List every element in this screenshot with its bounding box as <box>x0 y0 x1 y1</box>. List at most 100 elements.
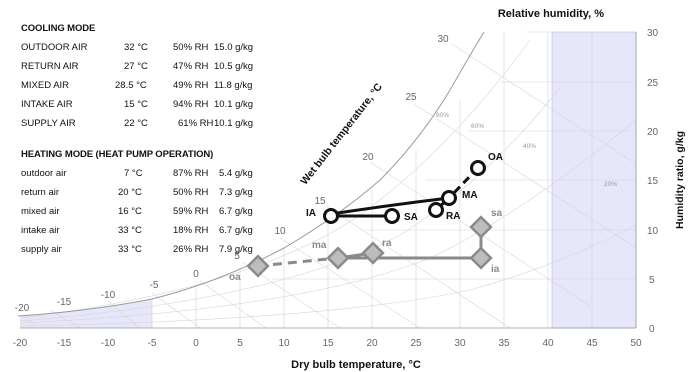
wb-tick: -5 <box>150 280 159 291</box>
rh-tick: 80% <box>436 112 449 119</box>
x-tick: 10 <box>278 338 290 349</box>
x-tick: 20 <box>366 338 378 349</box>
x-tick: -20 <box>13 338 28 349</box>
row-humidity: 11.8 g/kg <box>214 80 253 91</box>
row-temp: 33 °C <box>118 225 142 236</box>
rh-tick: 20% <box>604 181 617 188</box>
cooling-point-ra[interactable] <box>428 202 444 218</box>
rh-curve-labels: 80% 60% 40% 20% <box>436 112 617 188</box>
y-tick: 15 <box>647 176 659 187</box>
row-humidity: 7.3 g/kg <box>219 187 253 198</box>
x-axis-title: Dry bulb temperature, °C <box>291 359 421 371</box>
row-label: intake air <box>21 225 60 236</box>
row-temp: 32 °C <box>124 42 148 53</box>
row-humidity: 10.5 g/kg <box>214 61 254 72</box>
row-humidity: 10.1 g/kg <box>214 99 254 110</box>
label-sa-heating: sa <box>491 208 503 219</box>
row-humidity: 6.7 g/kg <box>219 225 253 236</box>
row-label: SUPPLY AIR <box>21 118 76 129</box>
rh-curves <box>19 39 637 327</box>
x-tick: 30 <box>454 338 466 349</box>
y-tick: 30 <box>647 28 659 39</box>
wb-tick: -10 <box>101 290 116 301</box>
row-rh: 87% RH <box>173 168 209 179</box>
heating-point-sa[interactable] <box>469 215 493 239</box>
heating-mode-table: HEATING MODE (HEAT PUMP OPERATION) outdo… <box>21 149 291 254</box>
row-humidity: 7.9 g/kg <box>219 244 253 255</box>
cooling-point-sa[interactable] <box>384 208 400 224</box>
row-rh: 61% RH <box>178 118 214 129</box>
label-ma-cooling: MA <box>462 190 478 201</box>
label-ia-cooling: IA <box>306 208 316 219</box>
y-tick: 10 <box>647 226 659 237</box>
wb-tick: -15 <box>57 297 72 308</box>
rh-axis-title: Relative humidity, % <box>498 8 604 20</box>
row-temp: 15 °C <box>124 99 148 110</box>
row-label: INTAKE AIR <box>21 99 73 110</box>
wb-tick: 10 <box>274 226 286 237</box>
heating-point-ma[interactable] <box>326 246 350 270</box>
row-temp: 33 °C <box>118 244 142 255</box>
x-tick: 15 <box>322 338 334 349</box>
x-tick-labels: -20 -15 -10 -5 0 5 10 15 20 25 30 35 40 … <box>13 338 642 349</box>
row-rh: 47% RH <box>173 61 209 72</box>
row-rh: 50% RH <box>173 187 209 198</box>
row-label: supply air <box>21 244 62 255</box>
row-rh: 49% RH <box>173 80 209 91</box>
cooling-point-ma[interactable] <box>441 190 457 206</box>
y-tick: 5 <box>649 275 655 286</box>
row-temp: 7 °C <box>124 168 143 179</box>
y-tick: 25 <box>647 78 659 89</box>
x-tick: 40 <box>542 338 554 349</box>
row-rh: 50% RH <box>173 42 209 53</box>
row-temp: 28.5 °C <box>115 80 147 91</box>
wb-tick: 20 <box>362 152 374 163</box>
x-tick: 45 <box>586 338 598 349</box>
cold-zone-shade <box>20 299 152 328</box>
heating-markers <box>246 215 493 278</box>
row-rh: 94% RH <box>173 99 209 110</box>
row-humidity: 5.4 g/kg <box>219 168 253 179</box>
x-tick: -5 <box>148 338 157 349</box>
wb-tick: -20 <box>15 303 30 314</box>
rh-tick: 60% <box>471 123 484 130</box>
x-tick: -10 <box>101 338 116 349</box>
label-ra-cooling: RA <box>446 211 460 222</box>
heating-point-oa[interactable] <box>246 254 270 278</box>
x-tick: 35 <box>498 338 510 349</box>
row-label: RETURN AIR <box>21 61 79 72</box>
wb-tick: 30 <box>437 34 449 45</box>
row-temp: 27 °C <box>124 61 148 72</box>
row-rh: 26% RH <box>173 244 209 255</box>
x-tick: -15 <box>57 338 72 349</box>
heating-point-ia[interactable] <box>469 246 493 270</box>
x-tick: 50 <box>630 338 642 349</box>
y-axis-title: Humidity ratio, g/kg <box>674 131 686 229</box>
cooling-process-lines <box>330 166 480 218</box>
heating-point-ra[interactable] <box>361 241 385 265</box>
cooling-mode-title: COOLING MODE <box>21 23 96 34</box>
label-ra-heating: ra <box>382 238 392 249</box>
wb-tick: 25 <box>405 92 417 103</box>
wet-bulb-tick-labels: -20 -15 -10 -5 0 5 10 15 20 25 30 <box>15 34 449 314</box>
rh-tick: 40% <box>523 143 536 150</box>
y-tick: 20 <box>647 127 659 138</box>
row-rh: 18% RH <box>173 225 209 236</box>
row-humidity: 15.0 g/kg <box>214 42 254 53</box>
y-tick-labels: 0 5 10 15 20 25 30 <box>647 28 659 335</box>
saturation-curve <box>17 31 485 317</box>
row-label: outdoor air <box>21 168 67 179</box>
heating-mode-title: HEATING MODE (HEAT PUMP OPERATION) <box>21 149 214 160</box>
cooling-point-ia[interactable] <box>323 208 339 224</box>
row-label: mixed air <box>21 206 60 217</box>
row-temp: 16 °C <box>118 206 142 217</box>
wb-tick: 15 <box>314 196 326 207</box>
cooling-point-oa[interactable] <box>470 160 486 176</box>
label-oa-cooling: OA <box>488 152 503 163</box>
cooling-mode-table: COOLING MODE OUTDOOR AIR 32 °C 50% RH 15… <box>21 23 291 128</box>
row-label: return air <box>21 187 60 198</box>
row-label: MIXED AIR <box>21 80 70 91</box>
x-tick: 5 <box>237 338 243 349</box>
